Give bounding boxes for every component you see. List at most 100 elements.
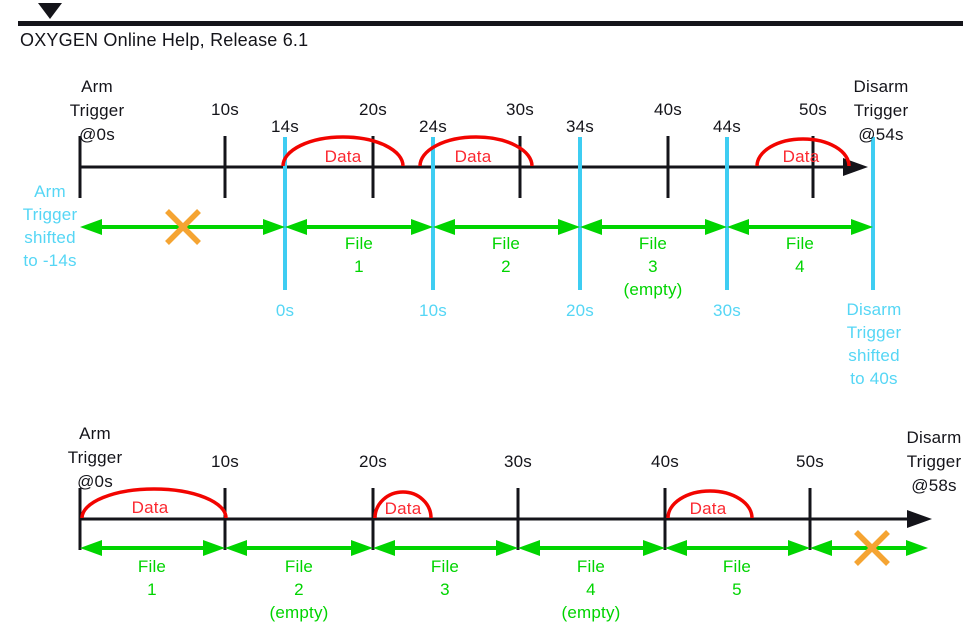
- d1-tick-label-30s: 30s: [505, 100, 535, 119]
- label-line: (empty): [269, 603, 329, 622]
- label-line: Arm: [79, 424, 111, 443]
- d1-span-file4-right-arrowhead-icon: [851, 219, 873, 235]
- label-line: File: [785, 234, 815, 253]
- d2-span-file2-right-arrowhead-icon: [351, 540, 373, 556]
- d2-span-file2-left-arrowhead-icon: [225, 540, 247, 556]
- label-line: File: [430, 557, 460, 576]
- d2-file1-label: File 1: [138, 555, 166, 601]
- label-line: to 40s: [850, 369, 898, 388]
- d1-file4-label: File 4: [786, 232, 814, 278]
- d2-data-arc-1: [80, 487, 228, 519]
- d1-shifted-axis-label-20s: 20s: [565, 301, 595, 320]
- d2-file-span-arrows: [80, 540, 928, 556]
- label-line: shifted: [24, 228, 76, 247]
- d1-data-arcs: [281, 135, 851, 167]
- label-line: File: [344, 234, 374, 253]
- d1-shifted-tick-label-34s: 34s: [565, 117, 595, 136]
- d1-shifted-tick-label-24s: 24s: [418, 117, 448, 136]
- d1-tick-label-50s: 50s: [798, 100, 828, 119]
- d2-file2-label: File 2 (empty): [269, 555, 328, 624]
- label-line: File: [576, 557, 606, 576]
- d2-arm-trigger-label: Arm Trigger @0s: [68, 422, 123, 494]
- label-line: 2: [501, 257, 511, 276]
- d1-shifted-axis-label-10s: 10s: [418, 301, 448, 320]
- page-title: OXYGEN Online Help, Release 6.1: [20, 30, 309, 50]
- label-line: @54s: [858, 125, 904, 144]
- label-line: File: [722, 557, 752, 576]
- label-line: Disarm: [846, 300, 902, 319]
- label-line: 5: [732, 580, 742, 599]
- d1-arm-shifted-label: Arm Trigger shifted to -14s: [23, 180, 78, 272]
- d1-arm-trigger-label: Arm Trigger @0s: [70, 75, 125, 147]
- label-line: (empty): [561, 603, 621, 622]
- d1-span-file1-left-arrowhead-icon: [285, 219, 307, 235]
- d1-data-arc-2: [418, 135, 534, 167]
- d1-shifted-axis-label-30s: 30s: [712, 301, 742, 320]
- d1-data-label-2: Data: [454, 147, 492, 166]
- d2-x-stroke-2: [854, 530, 890, 566]
- d2-span-file1-left-arrowhead-icon: [80, 540, 102, 556]
- label-line: 4: [795, 257, 805, 276]
- d2-data-arcs: [80, 487, 754, 519]
- d2-tick-label-40s: 40s: [650, 452, 680, 471]
- label-line: Arm: [81, 77, 113, 96]
- d1-file1-label: File 1: [345, 232, 373, 278]
- d1-file3-label: File 3 (empty): [623, 232, 682, 301]
- down-triangle-marker-icon: [38, 3, 62, 19]
- d2-file5-label: File 5: [723, 555, 751, 601]
- d2-tick-label-20s: 20s: [358, 452, 388, 471]
- d1-file-span-arrows: [80, 219, 873, 235]
- d2-data-label-2: Data: [384, 499, 422, 518]
- label-line: Trigger: [853, 101, 909, 120]
- d1-data-label-1: Data: [324, 147, 362, 166]
- d1-span-discarded-right-arrowhead-icon: [263, 219, 285, 235]
- d1-time-axis: [78, 136, 868, 198]
- d1-span-file2-right-arrowhead-icon: [558, 219, 580, 235]
- d2-span-discarded-right-arrowhead-icon: [906, 540, 928, 556]
- d1-shifted-tick-label-44s: 44s: [712, 117, 742, 136]
- label-line: shifted: [848, 346, 900, 365]
- d1-data-label-3: Data: [782, 147, 820, 166]
- d2-span-file4-right-arrowhead-icon: [643, 540, 665, 556]
- d2-file3-label: File 3: [431, 555, 459, 601]
- d2-disarm-trigger-label: Disarm Trigger @58s: [906, 426, 961, 498]
- d2-tick-label-10s: 10s: [210, 452, 240, 471]
- label-line: Trigger: [22, 205, 78, 224]
- label-line: File: [137, 557, 167, 576]
- label-line: Trigger: [69, 101, 125, 120]
- d2-tick-label-50s: 50s: [795, 452, 825, 471]
- label-line: Arm: [34, 182, 66, 201]
- d1-crossed-out-icon: [165, 209, 201, 245]
- d2-span-discarded-left-arrowhead-icon: [810, 540, 832, 556]
- label-line: (empty): [623, 280, 683, 299]
- d1-tick-label-20s: 20s: [358, 100, 388, 119]
- d2-span-file1-right-arrowhead-icon: [203, 540, 225, 556]
- d1-span-file2-left-arrowhead-icon: [433, 219, 455, 235]
- label-line: @0s: [79, 125, 115, 144]
- d1-data-arc-1: [281, 135, 405, 167]
- label-line: 2: [294, 580, 304, 599]
- label-line: 3: [440, 580, 450, 599]
- label-line: Trigger: [846, 323, 902, 342]
- d1-span-file4-left-arrowhead-icon: [727, 219, 749, 235]
- d1-x-stroke-2: [165, 209, 201, 245]
- label-line: 4: [586, 580, 596, 599]
- d2-tick-label-30s: 30s: [503, 452, 533, 471]
- d2-axis-arrowhead-icon: [907, 510, 932, 528]
- d1-span-file3-left-arrowhead-icon: [580, 219, 602, 235]
- label-line: File: [491, 234, 521, 253]
- label-line: File: [638, 234, 668, 253]
- d1-shifted-axis-label-0s: 0s: [275, 301, 295, 320]
- label-line: @58s: [911, 476, 957, 495]
- d2-span-file5-left-arrowhead-icon: [665, 540, 687, 556]
- d2-data-label-3: Data: [689, 499, 727, 518]
- d1-disarm-shifted-label: Disarm Trigger shifted to 40s: [846, 298, 901, 390]
- d2-span-file4-left-arrowhead-icon: [518, 540, 540, 556]
- d2-span-file3-right-arrowhead-icon: [496, 540, 518, 556]
- label-line: Disarm: [853, 77, 909, 96]
- d1-span-file3-right-arrowhead-icon: [705, 219, 727, 235]
- d2-span-file3-left-arrowhead-icon: [373, 540, 395, 556]
- label-line: 1: [354, 257, 364, 276]
